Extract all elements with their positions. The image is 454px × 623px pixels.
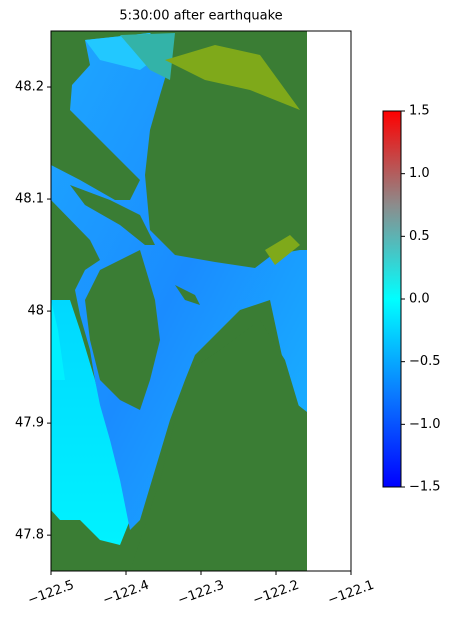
colorbar-tick-label: 1.0 (409, 166, 430, 181)
x-tick-label: −122.2 (251, 578, 301, 609)
y-tick-label: 48 (27, 304, 44, 319)
y-tick-label: 48.1 (15, 192, 44, 207)
colorbar-tick-label: 0.5 (409, 229, 430, 244)
y-tick-label: 47.9 (15, 416, 44, 431)
chart-title: 5:30:00 after earthquake (119, 9, 282, 24)
y-tick-label: 47.8 (15, 528, 44, 543)
colorbar-tick-label: −1.5 (409, 480, 441, 495)
x-tick-label: −122.3 (176, 578, 226, 609)
colorbar-tick-label: 1.5 (409, 104, 430, 119)
colorbar-tick-label: 0.0 (409, 292, 430, 307)
x-tick-label: −122.5 (26, 578, 76, 609)
map-image (51, 31, 307, 571)
x-tick-label: −122.4 (101, 578, 151, 609)
colorbar (382, 110, 402, 488)
x-tick-label: −122.1 (326, 578, 376, 609)
colorbar-tick-label: −0.5 (409, 354, 441, 369)
colorbar-tick-label: −1.0 (409, 417, 441, 432)
y-tick-label: 48.2 (15, 80, 44, 95)
